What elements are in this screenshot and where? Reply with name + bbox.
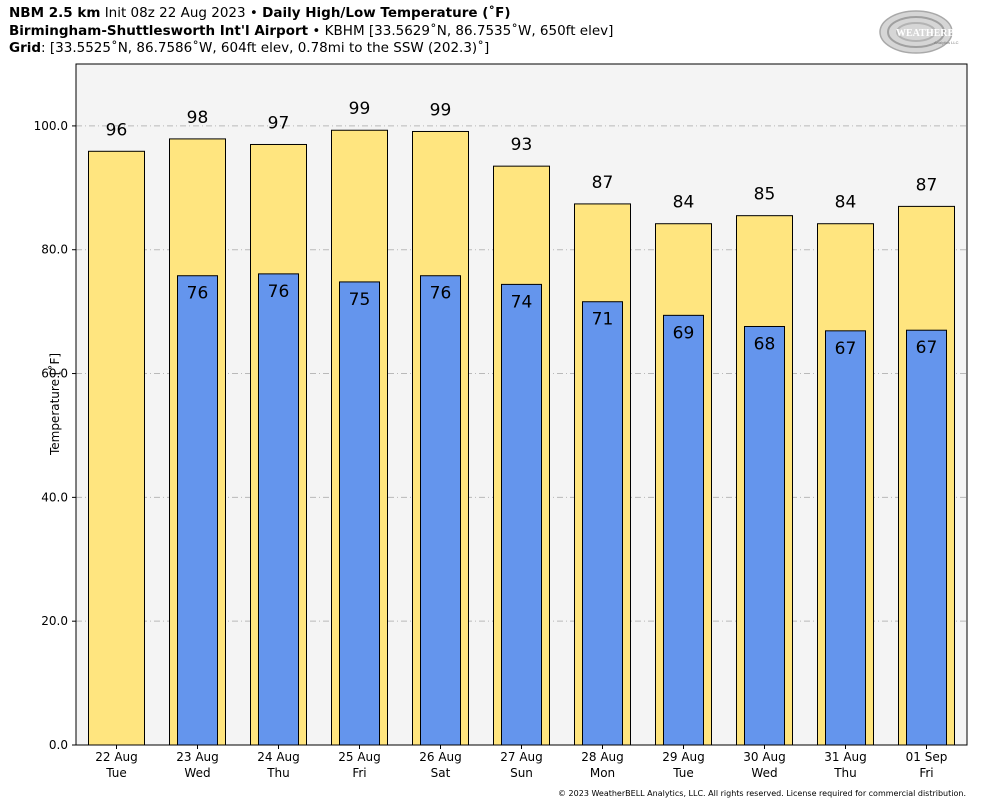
x-tick-day: Wed (751, 766, 777, 780)
high-temp-bar (88, 150, 145, 746)
y-tick-label: 40.0 (41, 490, 68, 504)
high-temp-label: 84 (835, 193, 857, 213)
plot-frame (75, 63, 968, 746)
x-tick-date: 27 Aug (500, 750, 543, 764)
station-info: KBHM [33.5629˚N, 86.7535˚W, 650ft elev] (324, 23, 614, 39)
title-line-1: NBM 2.5 km Init 08z 22 Aug 2023 • Daily … (9, 5, 511, 21)
low-temp-bar (906, 329, 947, 746)
low-temp-bar (177, 275, 218, 746)
weatherbell-logo: WEATHERBELL Analytics LLC (879, 10, 970, 54)
model-name: NBM 2.5 km (9, 5, 101, 21)
logo-subtext: Analytics LLC (934, 40, 959, 45)
title-line-2: Birmingham-Shuttlesworth Int'l Airport •… (9, 23, 614, 39)
low-temp-bar (258, 273, 299, 746)
init-time: Init 08z 22 Aug 2023 (104, 5, 246, 21)
y-tick-label: 80.0 (41, 243, 68, 257)
x-tick-date: 25 Aug (338, 750, 381, 764)
x-tick-day: Mon (590, 766, 615, 780)
low-temp-label: 76 (187, 284, 209, 304)
low-temp-bar (420, 275, 461, 746)
high-temp-label: 96 (106, 120, 128, 140)
x-tick-date: 30 Aug (743, 750, 786, 764)
x-tick-date: 01 Sep (906, 750, 948, 764)
x-tick-date: 24 Aug (257, 750, 300, 764)
x-tick-day: Tue (672, 766, 694, 780)
x-tick-day: Wed (184, 766, 210, 780)
copyright-footer: © 2023 WeatherBELL Analytics, LLC. All r… (558, 789, 966, 798)
low-temp-label: 76 (268, 282, 290, 302)
x-tick-day: Fri (352, 766, 366, 780)
station-name: Birmingham-Shuttlesworth Int'l Airport (9, 23, 309, 39)
high-temp-label: 84 (673, 193, 695, 213)
x-tick-day: Fri (919, 766, 933, 780)
y-axis-label: Temperature [˚F] (48, 352, 63, 456)
low-temp-bar (339, 281, 380, 746)
x-tick-day: Tue (105, 766, 127, 780)
high-temp-label: 85 (754, 185, 776, 205)
y-tick-label: 100.0 (34, 119, 68, 133)
x-tick-day: Thu (266, 766, 290, 780)
x-tick-day: Sat (431, 766, 451, 780)
x-tick-date: 26 Aug (419, 750, 462, 764)
low-temp-bar (501, 283, 542, 746)
high-temp-label: 98 (187, 108, 209, 128)
title-line-3: Grid: [33.5525˚N, 86.7586˚W, 604ft elev,… (9, 40, 489, 57)
product-title: Daily High/Low Temperature (˚F) (262, 5, 511, 21)
x-tick-date: 29 Aug (662, 750, 705, 764)
high-temp-label: 87 (592, 173, 614, 193)
x-tick-date: 31 Aug (824, 750, 867, 764)
y-tick-label: 20.0 (41, 614, 68, 628)
x-tick-date: 23 Aug (176, 750, 219, 764)
y-tick-label: 60.0 (41, 367, 68, 381)
low-temp-label: 75 (349, 290, 371, 310)
low-temp-label: 76 (430, 284, 452, 304)
low-temp-bar (663, 314, 704, 746)
y-tick-label: 0.0 (49, 738, 68, 752)
low-temp-label: 68 (754, 334, 776, 354)
x-tick-date: 28 Aug (581, 750, 624, 764)
x-tick-day: Sun (510, 766, 533, 780)
grid-info: : [33.5525˚N, 86.7586˚W, 604ft elev, 0.7… (41, 40, 490, 56)
low-temp-bar (825, 330, 866, 746)
low-temp-label: 74 (511, 292, 533, 312)
low-temp-label: 67 (916, 338, 938, 358)
high-temp-label: 97 (268, 113, 290, 133)
x-tick-date: 22 Aug (95, 750, 138, 764)
logo-text: WEATHERBELL (896, 28, 970, 39)
high-temp-label: 99 (349, 99, 371, 119)
low-temp-label: 67 (835, 339, 857, 359)
low-temp-label: 69 (673, 323, 695, 343)
low-temp-label: 71 (592, 310, 614, 330)
grid-label: Grid (9, 40, 42, 56)
low-temp-bar (744, 325, 785, 746)
high-temp-label: 93 (511, 135, 533, 155)
high-temp-label: 99 (430, 100, 452, 120)
low-temp-bar (582, 301, 623, 746)
high-temp-label: 87 (916, 175, 938, 195)
x-tick-day: Thu (833, 766, 857, 780)
